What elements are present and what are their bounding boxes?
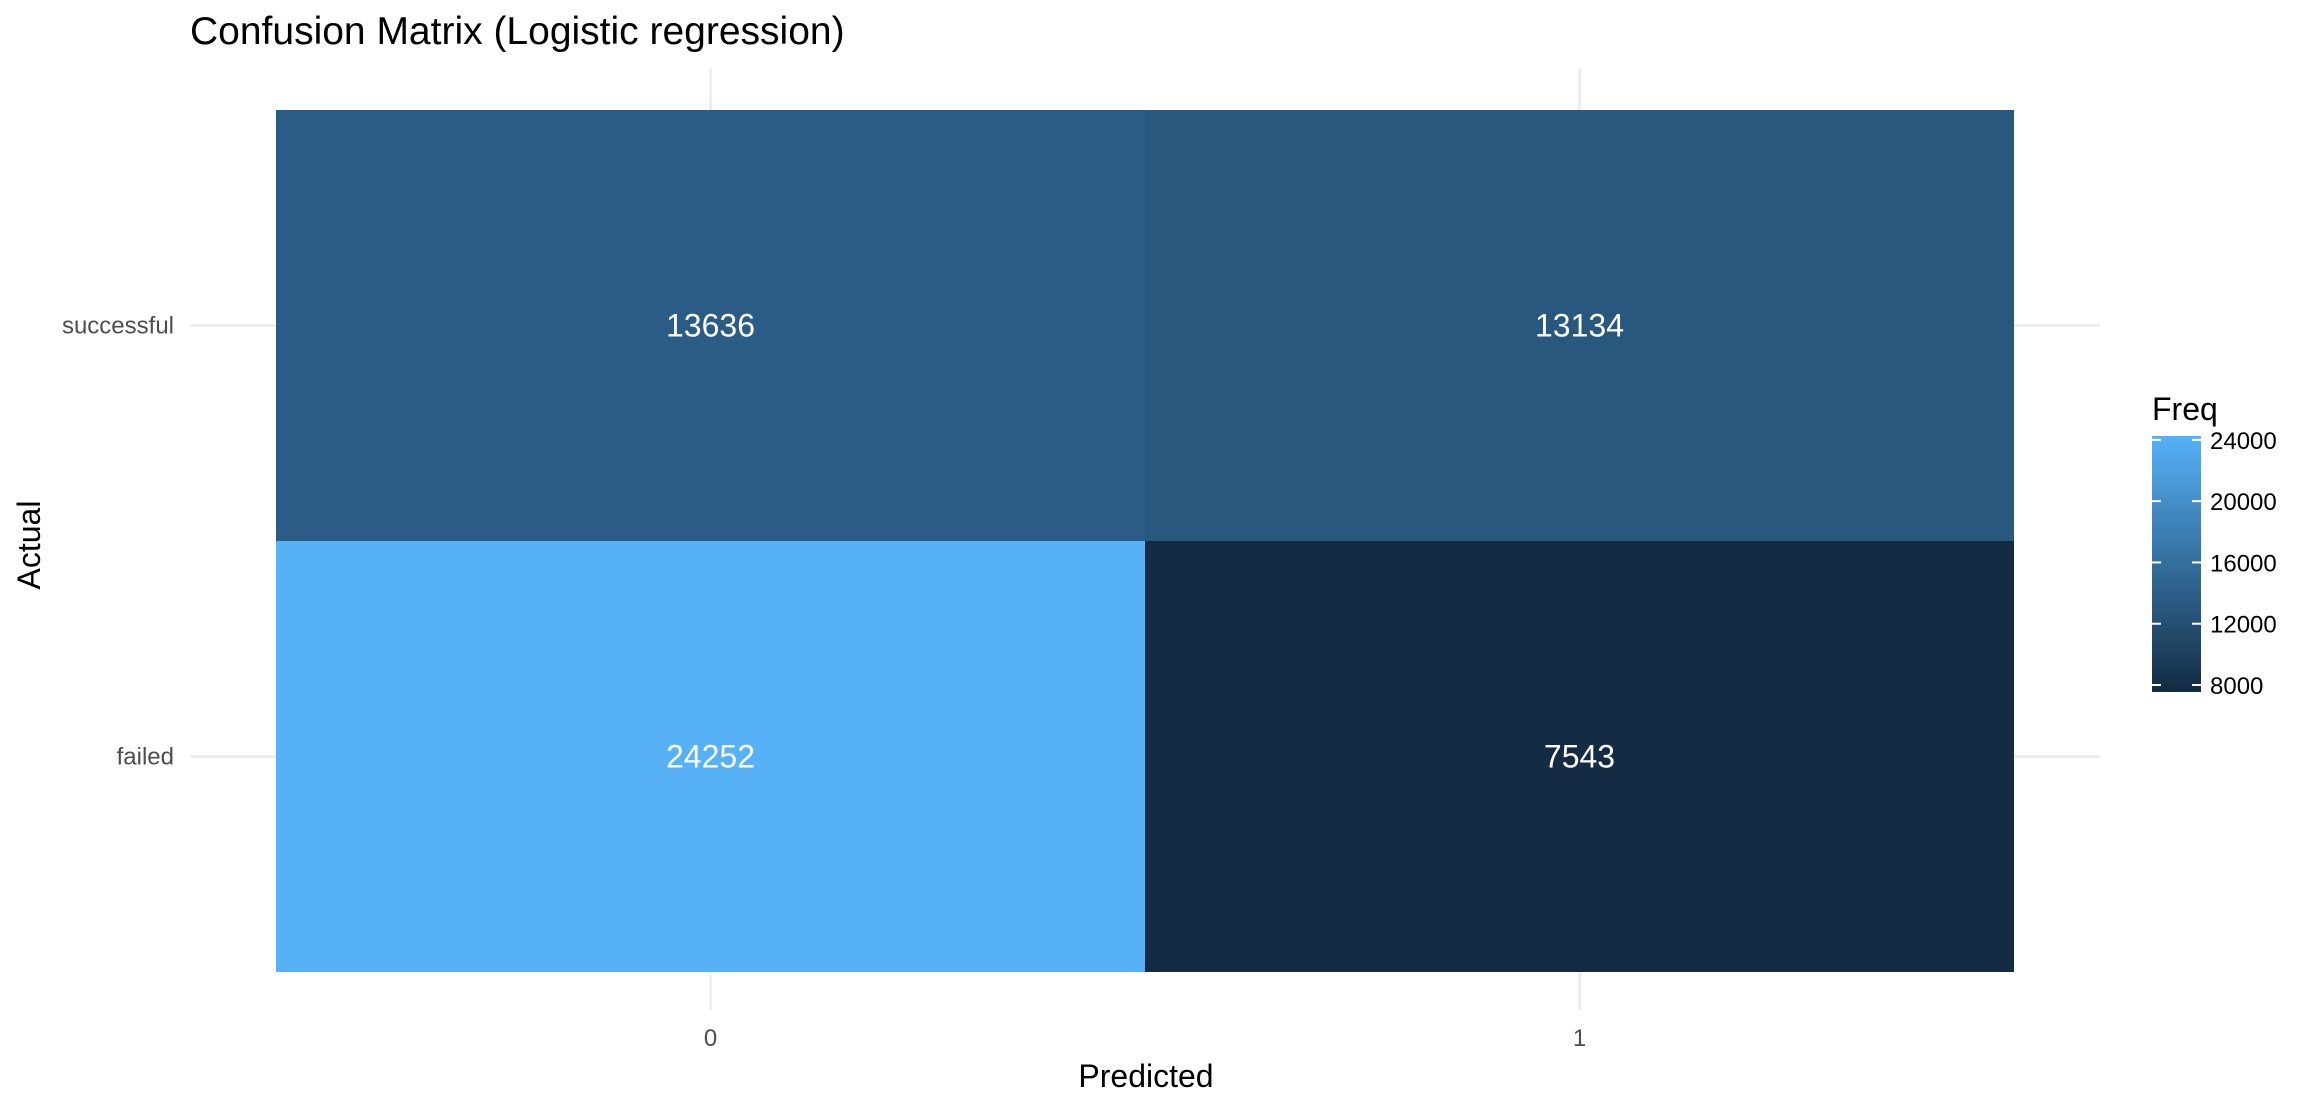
legend-tick-label: 12000 [2210, 612, 2277, 639]
y-tick-label: successful [62, 313, 174, 340]
y-axis-label: Actual [11, 501, 47, 590]
cell-value-label: 13134 [1535, 308, 1624, 344]
legend-tick-label: 16000 [2210, 550, 2277, 577]
x-tick-label: 0 [704, 1025, 717, 1052]
cell-value-label: 7543 [1544, 739, 1615, 775]
chart-title: Confusion Matrix (Logistic regression) [190, 10, 845, 53]
cell-value-label: 13636 [666, 308, 755, 344]
cells-layer: 13636 13134 24252 7543 [276, 110, 2014, 972]
x-tick-label: 1 [1573, 1025, 1586, 1052]
heatmap-cell [276, 110, 1145, 541]
legend-tick-label: 24000 [2210, 428, 2277, 455]
legend-title: Freq [2152, 391, 2218, 427]
legend-colorbar [2152, 436, 2201, 692]
legend: Freq 24000 20000 16000 12000 8000 [2152, 391, 2277, 700]
y-tick-label: failed [117, 744, 174, 771]
cell-value-label: 24252 [666, 739, 755, 775]
legend-tick-label: 20000 [2210, 489, 2277, 516]
heatmap-cell [276, 541, 1145, 972]
ticks-layer: 0 1 failed successful [62, 313, 1586, 1053]
heatmap-cell [1145, 541, 2014, 972]
x-axis-label: Predicted [1078, 1058, 1213, 1094]
legend-tick-label: 8000 [2210, 673, 2263, 700]
heatmap-cell [1145, 110, 2014, 541]
